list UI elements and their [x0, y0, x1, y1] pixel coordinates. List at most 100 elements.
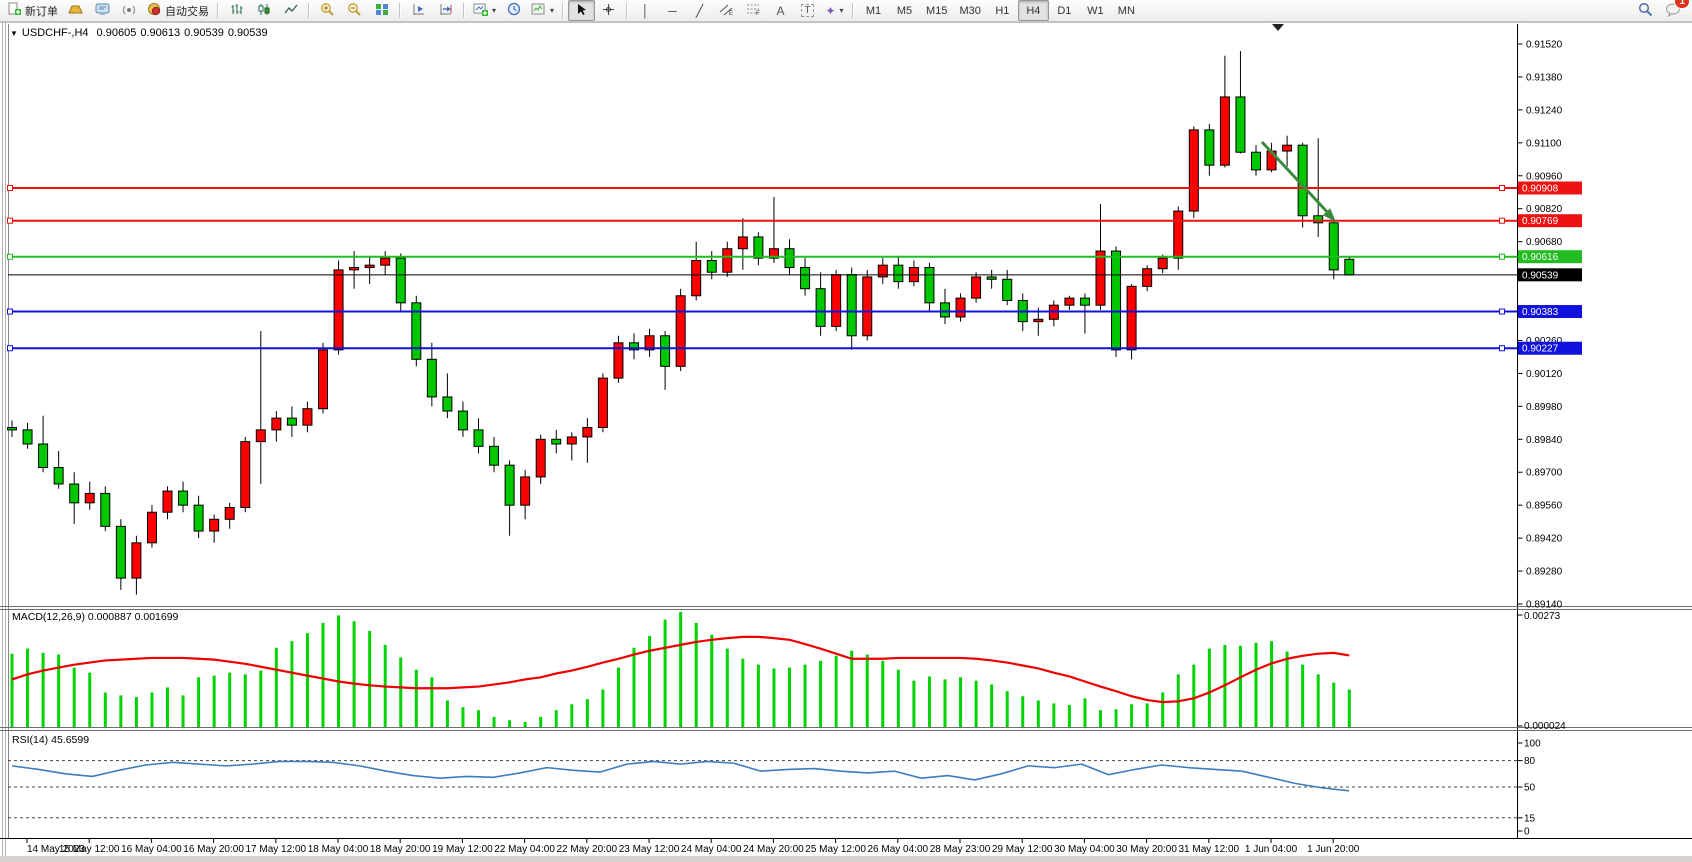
horizontal-line-icon: ─ [668, 3, 677, 18]
symbol-label: USDCHF-,H4 [21, 27, 89, 39]
hline-handle[interactable] [7, 308, 13, 315]
notification-badge[interactable]: 1 [1674, 0, 1690, 9]
arrows-tool-button[interactable]: ✦ ▾ [821, 0, 848, 21]
svg-text:0.90120: 0.90120 [1526, 369, 1563, 380]
clock-icon [507, 2, 521, 19]
signal-button[interactable] [116, 0, 143, 21]
toolbar-separator [217, 3, 219, 18]
timeframe-button-mn[interactable]: MN [1117, 4, 1135, 17]
gold-button[interactable] [62, 0, 89, 21]
channel-tool-button[interactable]: E [713, 0, 740, 21]
time-axis-label: 14 May 2023 [27, 844, 85, 855]
timeframe-button-m5[interactable]: M5 [896, 4, 913, 17]
zoom-in-icon [320, 2, 335, 19]
crosshair-button[interactable] [595, 0, 622, 21]
text-tool-icon: A [776, 3, 785, 18]
crosshair-icon [602, 3, 615, 19]
hline-handle[interactable] [7, 253, 13, 260]
toolbar-separator [463, 3, 465, 18]
line-chart-button[interactable] [277, 0, 304, 21]
time-axis-label: 1 Jun 20:00 [1307, 844, 1360, 855]
auto-scroll-button[interactable] [405, 0, 432, 21]
hline-handle[interactable] [1499, 217, 1505, 224]
collapse-icon[interactable]: ▼ [10, 28, 18, 38]
ohlc-close: 0.90539 [227, 27, 268, 39]
hline-handle[interactable] [7, 217, 13, 224]
chart-shift-button[interactable] [432, 0, 459, 21]
search-icon [1638, 2, 1653, 20]
horizontal-line-tool-button[interactable]: ─ [659, 0, 686, 21]
notifications-button[interactable]: 1 [1659, 0, 1690, 21]
timeframe-button-m15[interactable]: M15 [926, 4, 948, 17]
svg-text:0.90539: 0.90539 [1522, 270, 1559, 281]
toolbar-separator [308, 3, 310, 18]
trendline-icon: ╱ [695, 3, 704, 18]
macd-signal-line [11, 635, 1350, 704]
autotrade-icon [147, 2, 162, 19]
time-axis-label: 1 Jun 04:00 [1245, 844, 1298, 855]
zoom-in-button[interactable] [314, 0, 341, 21]
hline-handle[interactable] [1499, 185, 1505, 191]
hline-handle[interactable] [1499, 345, 1505, 352]
right-tools: 1 [1632, 0, 1690, 21]
rsi-value: 45.6599 [51, 734, 90, 746]
svg-text:0.90383: 0.90383 [1522, 307, 1559, 318]
autotrade-button[interactable]: 自动交易 [143, 0, 213, 21]
arrow-object[interactable] [1260, 140, 1336, 222]
timeframe-button-m1[interactable]: M1 [865, 4, 882, 17]
macd-pane: 0.00273 0.000024 [10, 611, 1566, 732]
ohlc-high: 0.90613 [140, 27, 181, 39]
price-label-box [1518, 268, 1582, 282]
new-order-button[interactable]: 新订单 [4, 0, 62, 21]
hline-handle[interactable] [7, 185, 13, 191]
rsi-pane: 100 80 50 15 0 [8, 739, 1541, 838]
candlestick-button[interactable] [250, 0, 277, 21]
text-tool-button[interactable]: A [767, 0, 794, 21]
price-axis[interactable]: 0.91520 0.91380 0.91240 0.91100 0.90960 0.908… [1517, 40, 1563, 611]
timeframe-button-d1[interactable]: D1 [1057, 4, 1072, 17]
svg-text:0.91100: 0.91100 [1526, 138, 1562, 149]
pane-frame [0, 22, 1692, 862]
hline-handle[interactable] [7, 345, 13, 352]
svg-text:0.89700: 0.89700 [1526, 468, 1563, 479]
svg-text:0.91520: 0.91520 [1526, 40, 1563, 51]
svg-text:0.89140: 0.89140 [1526, 600, 1563, 611]
svg-text:0.00273: 0.00273 [1524, 611, 1561, 622]
hline-handle[interactable] [1499, 253, 1505, 260]
time-axis-label: 25 May 12:00 [805, 844, 866, 855]
vertical-line-tool-button[interactable]: │ [632, 0, 659, 21]
cursor-button[interactable] [568, 0, 596, 21]
price-label-box [1518, 214, 1582, 228]
text-label-tool-button[interactable]: T [794, 0, 821, 21]
time-axis-label: 30 May 04:00 [1054, 844, 1115, 855]
zoom-out-button[interactable] [341, 0, 368, 21]
time-axis-label: 29 May 12:00 [992, 844, 1053, 855]
hline-objects[interactable] [7, 185, 1518, 352]
rsi-name: RSI(14) [12, 734, 49, 746]
new-chart-button[interactable]: ▾ [469, 0, 500, 21]
fibonacci-tool-button[interactable]: F [740, 0, 767, 21]
templates-button[interactable]: ▾ [527, 0, 558, 21]
chart-shift-marker[interactable] [1272, 24, 1284, 31]
text-label-icon: T [801, 4, 814, 17]
time-axis-label: 16 May 20:00 [183, 844, 244, 855]
timeframe-button-m30[interactable]: M30 [959, 4, 981, 17]
period-button[interactable] [500, 0, 527, 21]
tile-windows-button[interactable] [368, 0, 395, 21]
toolbar-separator [852, 3, 855, 18]
svg-text:0.91380: 0.91380 [1526, 72, 1563, 83]
trendline-tool-button[interactable]: ╱ [686, 0, 713, 21]
bar-chart-button[interactable] [223, 0, 250, 21]
hline-handle[interactable] [1499, 308, 1505, 315]
chart-shift-icon [439, 3, 453, 19]
timeframe-button-h4[interactable]: H4 [1017, 0, 1049, 21]
terminal-button[interactable] [89, 0, 116, 21]
tile-windows-icon [375, 3, 389, 19]
timeframe-button-w1[interactable]: W1 [1087, 4, 1104, 17]
search-button[interactable] [1632, 0, 1659, 21]
timeframe-button-h1[interactable]: H1 [995, 4, 1010, 17]
fibonacci-icon: F [746, 3, 761, 19]
